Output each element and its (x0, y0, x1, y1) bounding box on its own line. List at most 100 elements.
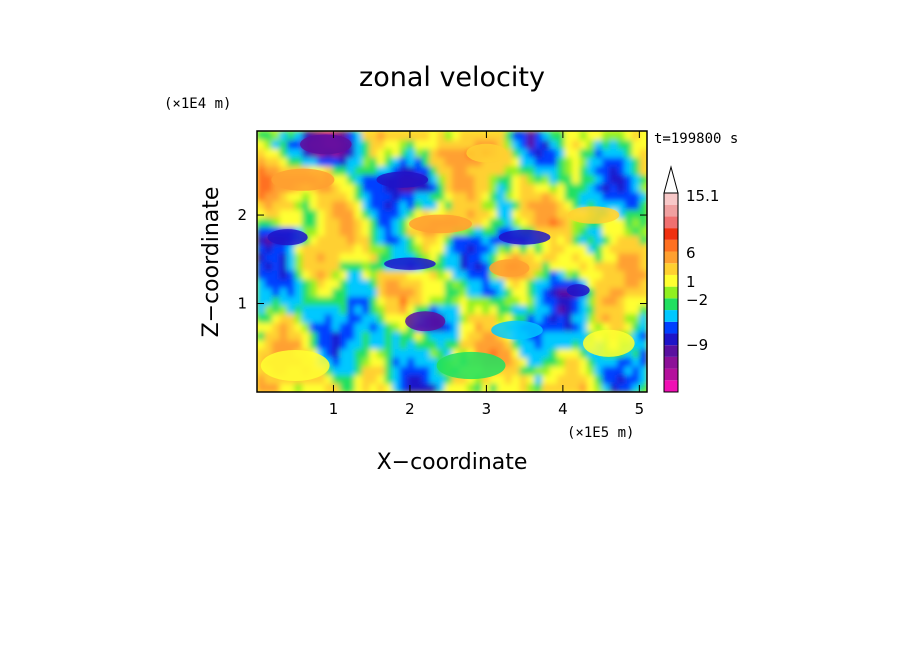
field-cell (294, 339, 303, 350)
field-cell (354, 131, 363, 141)
colorbar-swatch (664, 251, 678, 264)
field-cell (339, 348, 348, 358)
field-cell (384, 305, 393, 315)
field-cell (609, 218, 618, 228)
field-cell (407, 287, 416, 297)
field-cell (519, 157, 528, 167)
field-cell (444, 200, 453, 210)
field-cell (309, 296, 318, 306)
field-cell (609, 235, 618, 245)
field-cell (542, 383, 551, 392)
field-cell (474, 296, 483, 306)
field-cell (332, 157, 341, 167)
field-cell (422, 200, 431, 210)
field-cell (369, 339, 378, 350)
field-cell (429, 235, 438, 245)
field-cell (489, 374, 498, 384)
field-cell (467, 296, 476, 306)
field-cell (587, 383, 596, 392)
field-cell (347, 191, 356, 202)
field-cell (632, 313, 641, 323)
field-cell (444, 348, 453, 358)
field-cell (309, 261, 318, 271)
field-cell (542, 313, 551, 323)
field-cell (264, 148, 273, 158)
field-cell (632, 226, 641, 236)
field-cell (339, 148, 348, 158)
field-cell (557, 165, 566, 176)
field-cell (272, 244, 281, 254)
field-cell (272, 383, 281, 392)
field-cell (632, 322, 641, 332)
field-cell (399, 252, 408, 263)
field-cell (264, 278, 273, 289)
field-cell (549, 183, 558, 193)
field-cell (317, 331, 326, 341)
field-cell (272, 287, 281, 297)
field-cell (542, 131, 551, 141)
field-cell (384, 252, 393, 263)
field-cell (444, 244, 453, 254)
field-cell (572, 235, 581, 245)
field-cell (482, 235, 491, 245)
field-cell (617, 278, 626, 289)
field-cell (564, 339, 573, 350)
field-cell (309, 252, 318, 263)
field-cell (519, 191, 528, 202)
field-cell (609, 287, 618, 297)
field-cell (534, 296, 543, 306)
field-cell (399, 296, 408, 306)
field-cell (384, 287, 393, 297)
field-cell (392, 218, 401, 228)
field-cell (579, 313, 588, 323)
field-cell (399, 305, 408, 315)
field-cell (407, 209, 416, 219)
field-cell (512, 131, 521, 141)
field-cell (414, 270, 423, 280)
field-cell (602, 365, 611, 376)
field-cell (362, 270, 371, 280)
field-cell (534, 191, 543, 202)
field-cell (287, 209, 296, 219)
field-cell (482, 348, 491, 358)
field-cell (512, 374, 521, 384)
field-cell (482, 174, 491, 184)
field-cell (302, 218, 311, 228)
field-cell (309, 322, 318, 332)
field-cell (437, 244, 446, 254)
field-cell (264, 139, 273, 149)
field-cell (377, 383, 386, 392)
field-cell (437, 235, 446, 245)
field-cell (377, 218, 386, 228)
field-cell (414, 374, 423, 384)
field-cell (557, 261, 566, 271)
field-cell (414, 357, 423, 367)
velocity-feature (489, 259, 530, 277)
field-cell (639, 131, 647, 141)
field-cell (474, 183, 483, 193)
x-axis-label: X−coordinate (377, 450, 528, 475)
field-cell (272, 261, 281, 271)
velocity-feature (267, 229, 308, 246)
field-cell (407, 191, 416, 202)
field-cell (527, 270, 536, 280)
field-cell (264, 261, 273, 271)
field-cell (399, 357, 408, 367)
field-cell (362, 261, 371, 271)
field-cell (549, 261, 558, 271)
field-cell (332, 331, 341, 341)
field-cell (392, 313, 401, 323)
field-cell (459, 200, 468, 210)
field-cell (579, 165, 588, 176)
field-cell (422, 165, 431, 176)
field-cell (564, 174, 573, 184)
field-cell (527, 200, 536, 210)
field-cell (264, 252, 273, 263)
field-cell (594, 131, 603, 141)
field-cell (324, 383, 333, 392)
field-cell (639, 183, 647, 193)
field-cell (392, 252, 401, 263)
field-cell (339, 357, 348, 367)
field-cell (527, 374, 536, 384)
